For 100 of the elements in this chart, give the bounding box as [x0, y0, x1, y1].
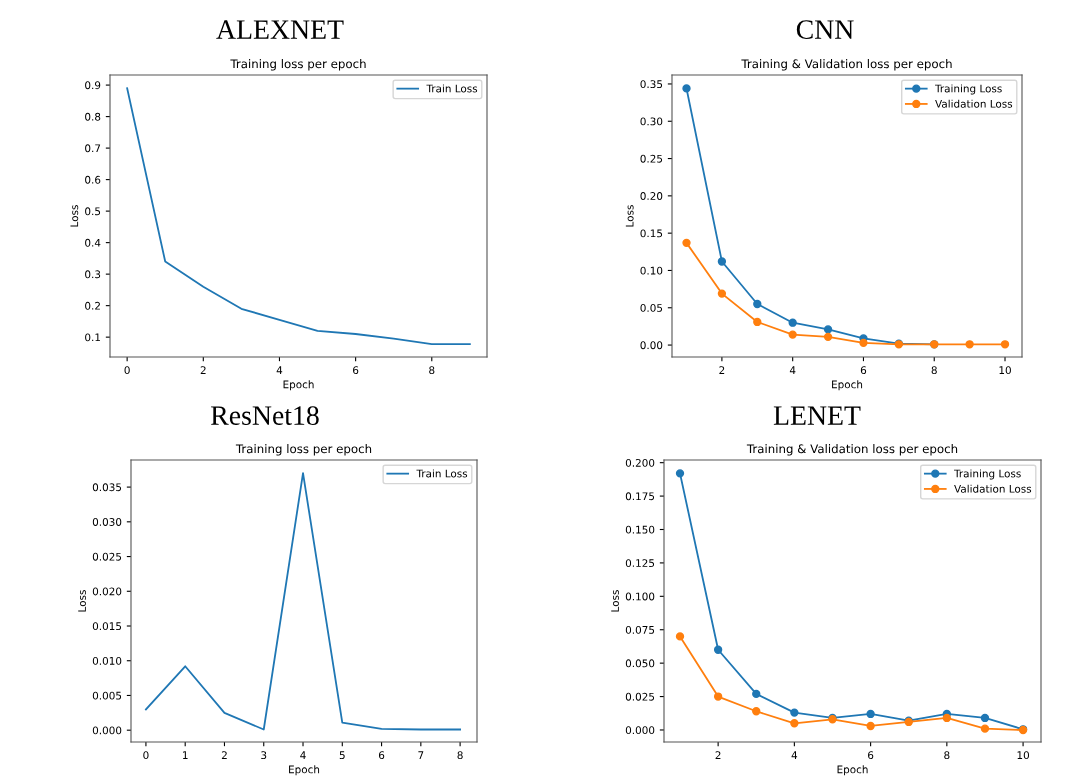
legend-label: Training Loss — [954, 469, 1021, 480]
y-axis-title: Loss — [70, 205, 79, 227]
y-tick-label: 0.015 — [92, 622, 122, 631]
y-tick-label: 0.15 — [640, 229, 663, 238]
y-tick-label: 0.000 — [92, 726, 122, 735]
y-tick-label: 0.050 — [625, 659, 655, 668]
y-tick-label: 0.35 — [640, 80, 663, 89]
y-tick-label: 0.200 — [625, 458, 655, 467]
point — [753, 299, 762, 309]
y-tick-label: 0.5 — [85, 207, 101, 216]
x-axis-title: Epoch — [283, 380, 314, 391]
y-tick-label: 0.10 — [640, 266, 663, 275]
y-tick-label: 0.010 — [92, 656, 122, 665]
x-axis-title: Epoch — [289, 765, 320, 776]
point — [788, 330, 797, 339]
y-tick-label: 0.00 — [640, 341, 663, 350]
x-tick-label: 8 — [457, 751, 463, 760]
point — [682, 84, 691, 93]
point — [675, 469, 685, 478]
chart-subtitle: Training loss per epoch — [230, 59, 366, 71]
y-tick-label: 0.2 — [85, 301, 100, 310]
x-axis-title: Epoch — [832, 380, 863, 391]
x-tick-label: 2 — [200, 366, 206, 374]
y-tick-label: 0.125 — [625, 559, 655, 568]
point — [790, 719, 799, 728]
y-tick-label: 0.7 — [85, 144, 101, 153]
y-tick-label: 0.030 — [92, 518, 122, 526]
y-tick-label: 0.30 — [640, 117, 663, 126]
legend-label: Validation Loss — [954, 484, 1032, 493]
y-tick-label: 0.1 — [85, 333, 101, 342]
chart-title: CNN — [796, 20, 854, 39]
point — [859, 338, 868, 347]
x-tick-label: 8 — [944, 751, 950, 760]
x-tick-label: 8 — [931, 366, 937, 375]
chart-title: ResNet18 — [211, 406, 319, 425]
point — [713, 692, 723, 701]
point — [752, 707, 761, 716]
y-tick-label: 0.025 — [625, 692, 655, 701]
chart-subtitle: Training & Validation loss per epoch — [741, 59, 952, 71]
y-tick-label: 0.4 — [85, 238, 101, 247]
chart-title: ALEXNET — [216, 20, 344, 39]
x-tick-label: 8 — [429, 366, 435, 375]
y-tick-label: 0.005 — [92, 691, 122, 700]
point — [965, 340, 974, 349]
y-axis-title: Loss — [78, 590, 86, 612]
x-tick-label: 10 — [1017, 751, 1030, 760]
y-tick-label: 0.100 — [625, 592, 655, 601]
legend-label: Validation Loss — [935, 99, 1013, 108]
y-axis-title: Loss — [625, 205, 634, 227]
x-tick-label: 4 — [791, 751, 798, 759]
x-tick-label: 6 — [860, 366, 867, 375]
y-tick-label: 0.000 — [625, 726, 655, 735]
chart-subtitle: Training loss per epoch — [235, 444, 372, 456]
y-tick-label: 0.05 — [640, 303, 663, 312]
y-tick-label: 0.25 — [640, 154, 663, 163]
y-tick-label: 0.6 — [85, 175, 101, 184]
y-tick-label: 0.075 — [625, 625, 655, 634]
point — [980, 724, 990, 733]
point — [980, 713, 990, 723]
x-tick-label: 2 — [221, 751, 227, 759]
point — [1000, 340, 1010, 349]
x-tick-label: 2 — [719, 366, 725, 374]
legend-label: Train Loss — [426, 84, 478, 93]
x-tick-label: 6 — [353, 366, 359, 375]
y-tick-label: 0.20 — [640, 192, 663, 200]
point — [788, 318, 797, 327]
x-tick-label: 2 — [715, 751, 721, 759]
y-tick-label: 0.025 — [92, 552, 122, 561]
point — [713, 645, 723, 654]
legend-label: Training Loss — [935, 84, 1002, 95]
point — [682, 238, 691, 248]
legend-label: Train Loss — [416, 469, 468, 478]
point — [823, 325, 833, 334]
x-tick-label: 3 — [261, 751, 267, 760]
point — [790, 708, 799, 717]
point — [753, 317, 762, 327]
x-tick-label: 4 — [276, 366, 283, 374]
point — [942, 713, 952, 723]
chart-subtitle: Training & Validation loss per epoch — [746, 444, 958, 456]
y-tick-label: 0.150 — [625, 525, 655, 534]
x-tick-label: 1 — [183, 751, 188, 759]
point — [717, 257, 727, 266]
x-tick-label: 4 — [789, 366, 796, 374]
point — [675, 632, 685, 641]
point — [752, 689, 761, 699]
chart-title: LENET — [773, 406, 861, 425]
y-tick-label: 0.8 — [85, 112, 101, 121]
x-tick-label: 5 — [339, 751, 345, 760]
y-tick-label: 0.035 — [92, 483, 122, 492]
x-tick-label: 0 — [143, 751, 149, 760]
point — [823, 332, 833, 342]
y-tick-label: 0.3 — [85, 270, 101, 279]
x-tick-label: 0 — [124, 366, 130, 375]
x-tick-label: 10 — [999, 366, 1011, 375]
point — [866, 709, 875, 719]
point — [717, 289, 727, 298]
x-tick-label: 7 — [418, 751, 424, 759]
x-axis-title: Epoch — [837, 765, 868, 776]
x-tick-label: 6 — [378, 751, 385, 760]
x-tick-label: 6 — [868, 751, 874, 760]
